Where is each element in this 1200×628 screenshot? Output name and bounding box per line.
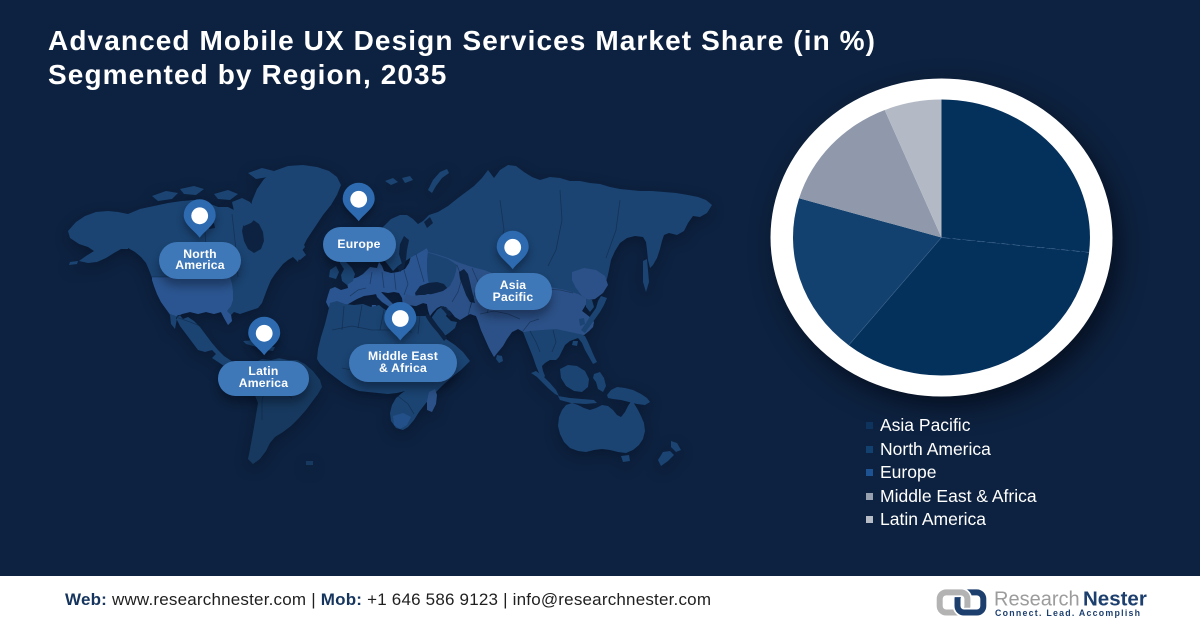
- svg-text:Nester: Nester: [1083, 588, 1147, 611]
- svg-text:Connect. Lead. Accomplish: Connect. Lead. Accomplish: [995, 608, 1141, 618]
- svg-text:Research: Research: [994, 589, 1080, 611]
